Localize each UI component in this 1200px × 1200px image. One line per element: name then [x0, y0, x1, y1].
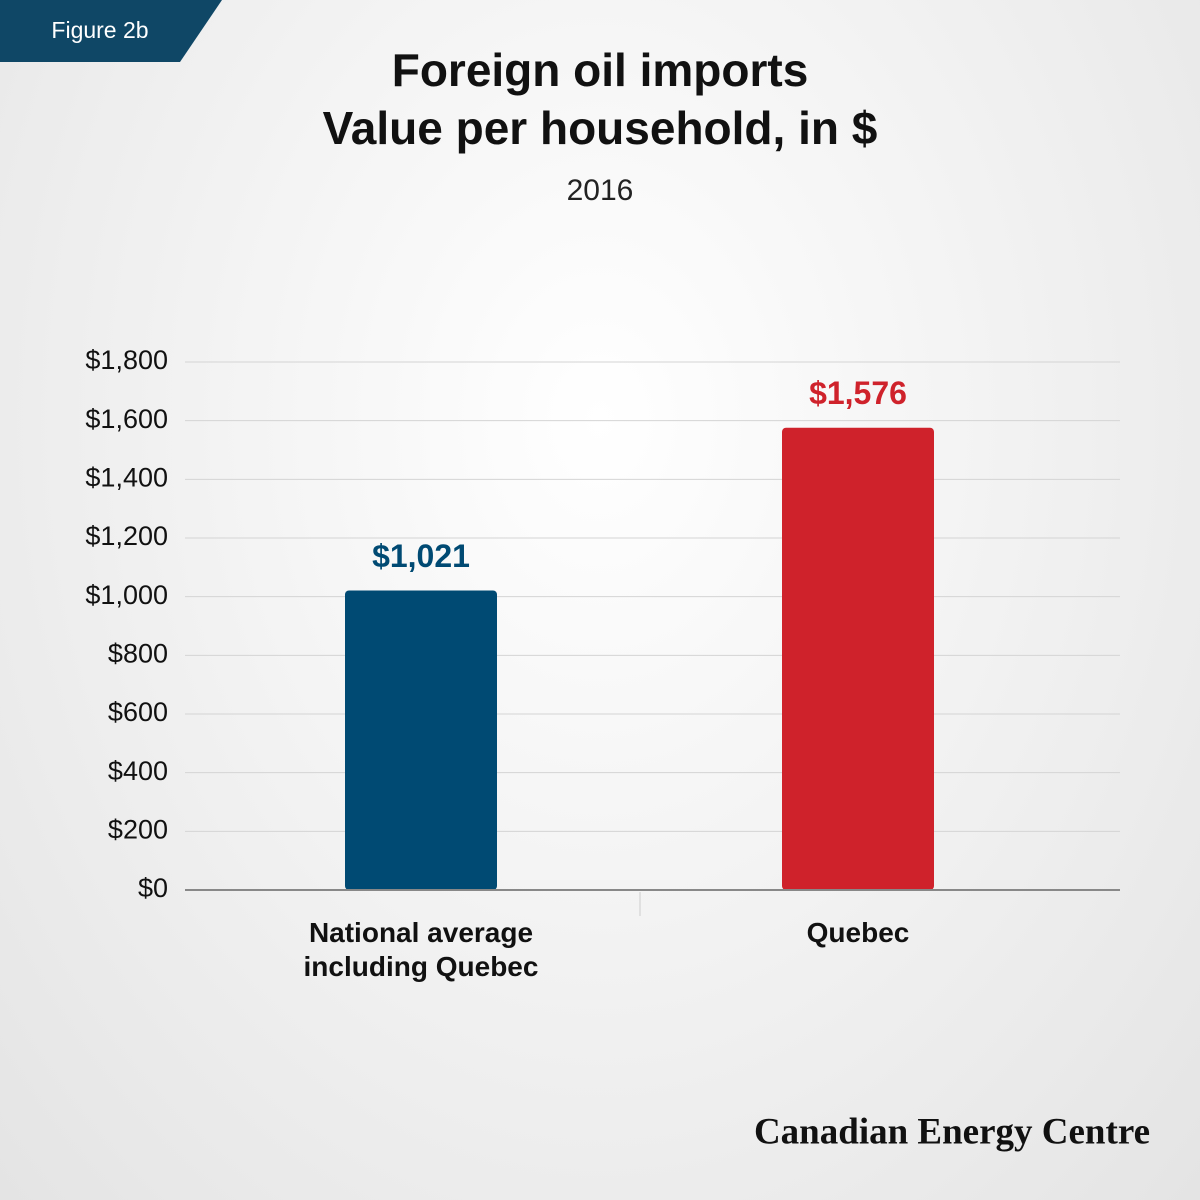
- value-label: $1,021: [372, 538, 470, 574]
- source: Canadian Energy Centre: [754, 1111, 1150, 1152]
- chart-subtitle: Value per household, in $: [323, 102, 878, 154]
- y-tick-label: $600: [108, 697, 168, 727]
- figure-badge: [0, 0, 222, 62]
- x-tick-label: National average including Quebec: [303, 917, 539, 982]
- y-tick-label: $0: [138, 873, 168, 903]
- y-tick-label: $1,400: [85, 462, 168, 492]
- y-tick-label: $1,000: [85, 580, 168, 610]
- x-tick-label: Quebec: [806, 917, 910, 948]
- chart-title: Foreign oil imports: [392, 44, 809, 96]
- y-tick-label: $800: [108, 638, 168, 668]
- y-tick-label: $400: [108, 756, 168, 786]
- chart-period: 2016: [567, 174, 634, 207]
- y-tick-label: $1,600: [85, 404, 168, 434]
- figure-label: Figure 2b: [51, 17, 148, 43]
- y-tick-label: $1,200: [85, 521, 168, 551]
- value-label: $1,576: [809, 375, 907, 411]
- y-tick-label: $200: [108, 814, 168, 844]
- bar: [782, 427, 934, 890]
- y-tick-label: $1,800: [85, 345, 168, 375]
- bar: [345, 590, 497, 890]
